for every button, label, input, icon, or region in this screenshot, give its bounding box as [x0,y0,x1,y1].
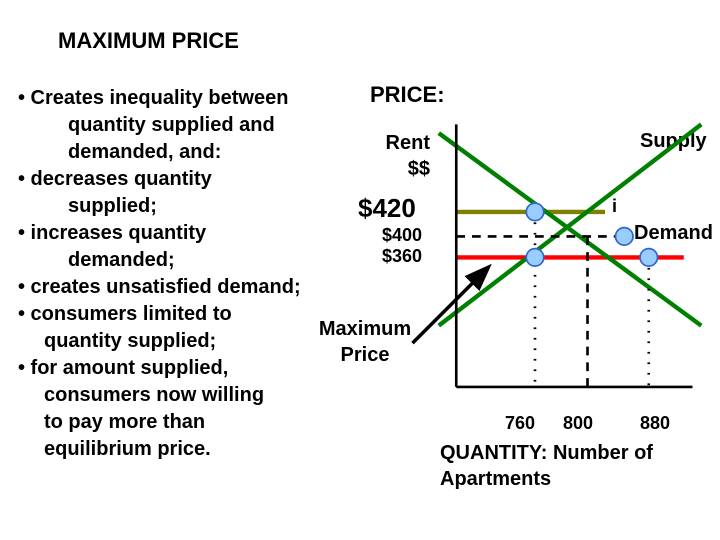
y-axis-label-l1: Rent [386,132,430,154]
max-price-arrow [413,269,487,343]
price-360-label: $360 [382,246,422,267]
supply-demand-chart [430,105,710,415]
bullet-6a: consumers now willing [18,382,348,409]
x-axis-label-l2: Apartments [440,468,551,490]
bullet-6b: to pay more than [18,409,348,436]
price-420-label: $420 [358,193,416,224]
marker-supply-420 [526,203,544,221]
bullet-2a: supplied; [18,193,348,220]
max-price-l1: Maximum [319,318,411,340]
xtick-800: 800 [563,413,593,434]
bullet-2: • decreases quantity [18,166,348,193]
price-400-label: $400 [382,225,422,246]
bullet-6c: equilibrium price. [18,436,348,463]
y-axis-label-l2: $$ [408,158,430,180]
marker-supply-360 [526,249,544,267]
marker-equilibrium [616,228,634,246]
max-price-label: Maximum Price [290,316,440,368]
bullet-list: • Creates inequality between quantity su… [18,85,348,463]
y-axis-label: Rent $$ [340,130,430,182]
bullet-4: • creates unsatisfied demand; [18,274,348,301]
bullet-1b: demanded, and: [18,139,348,166]
x-axis-label: QUANTITY: Number of Apartments [440,440,710,492]
bullet-3: • increases quantity [18,220,348,247]
x-axis-label-l1: QUANTITY: Number of [440,442,653,464]
xtick-760: 760 [505,413,535,434]
bullet-1: • Creates inequality between [18,85,348,112]
bullet-3a: demanded; [18,247,348,274]
xtick-880: 880 [640,413,670,434]
bullet-1a: quantity supplied and [18,112,348,139]
max-price-l2: Price [341,344,390,366]
page-title: MAXIMUM PRICE [58,28,239,54]
marker-demand-360 [640,249,658,267]
